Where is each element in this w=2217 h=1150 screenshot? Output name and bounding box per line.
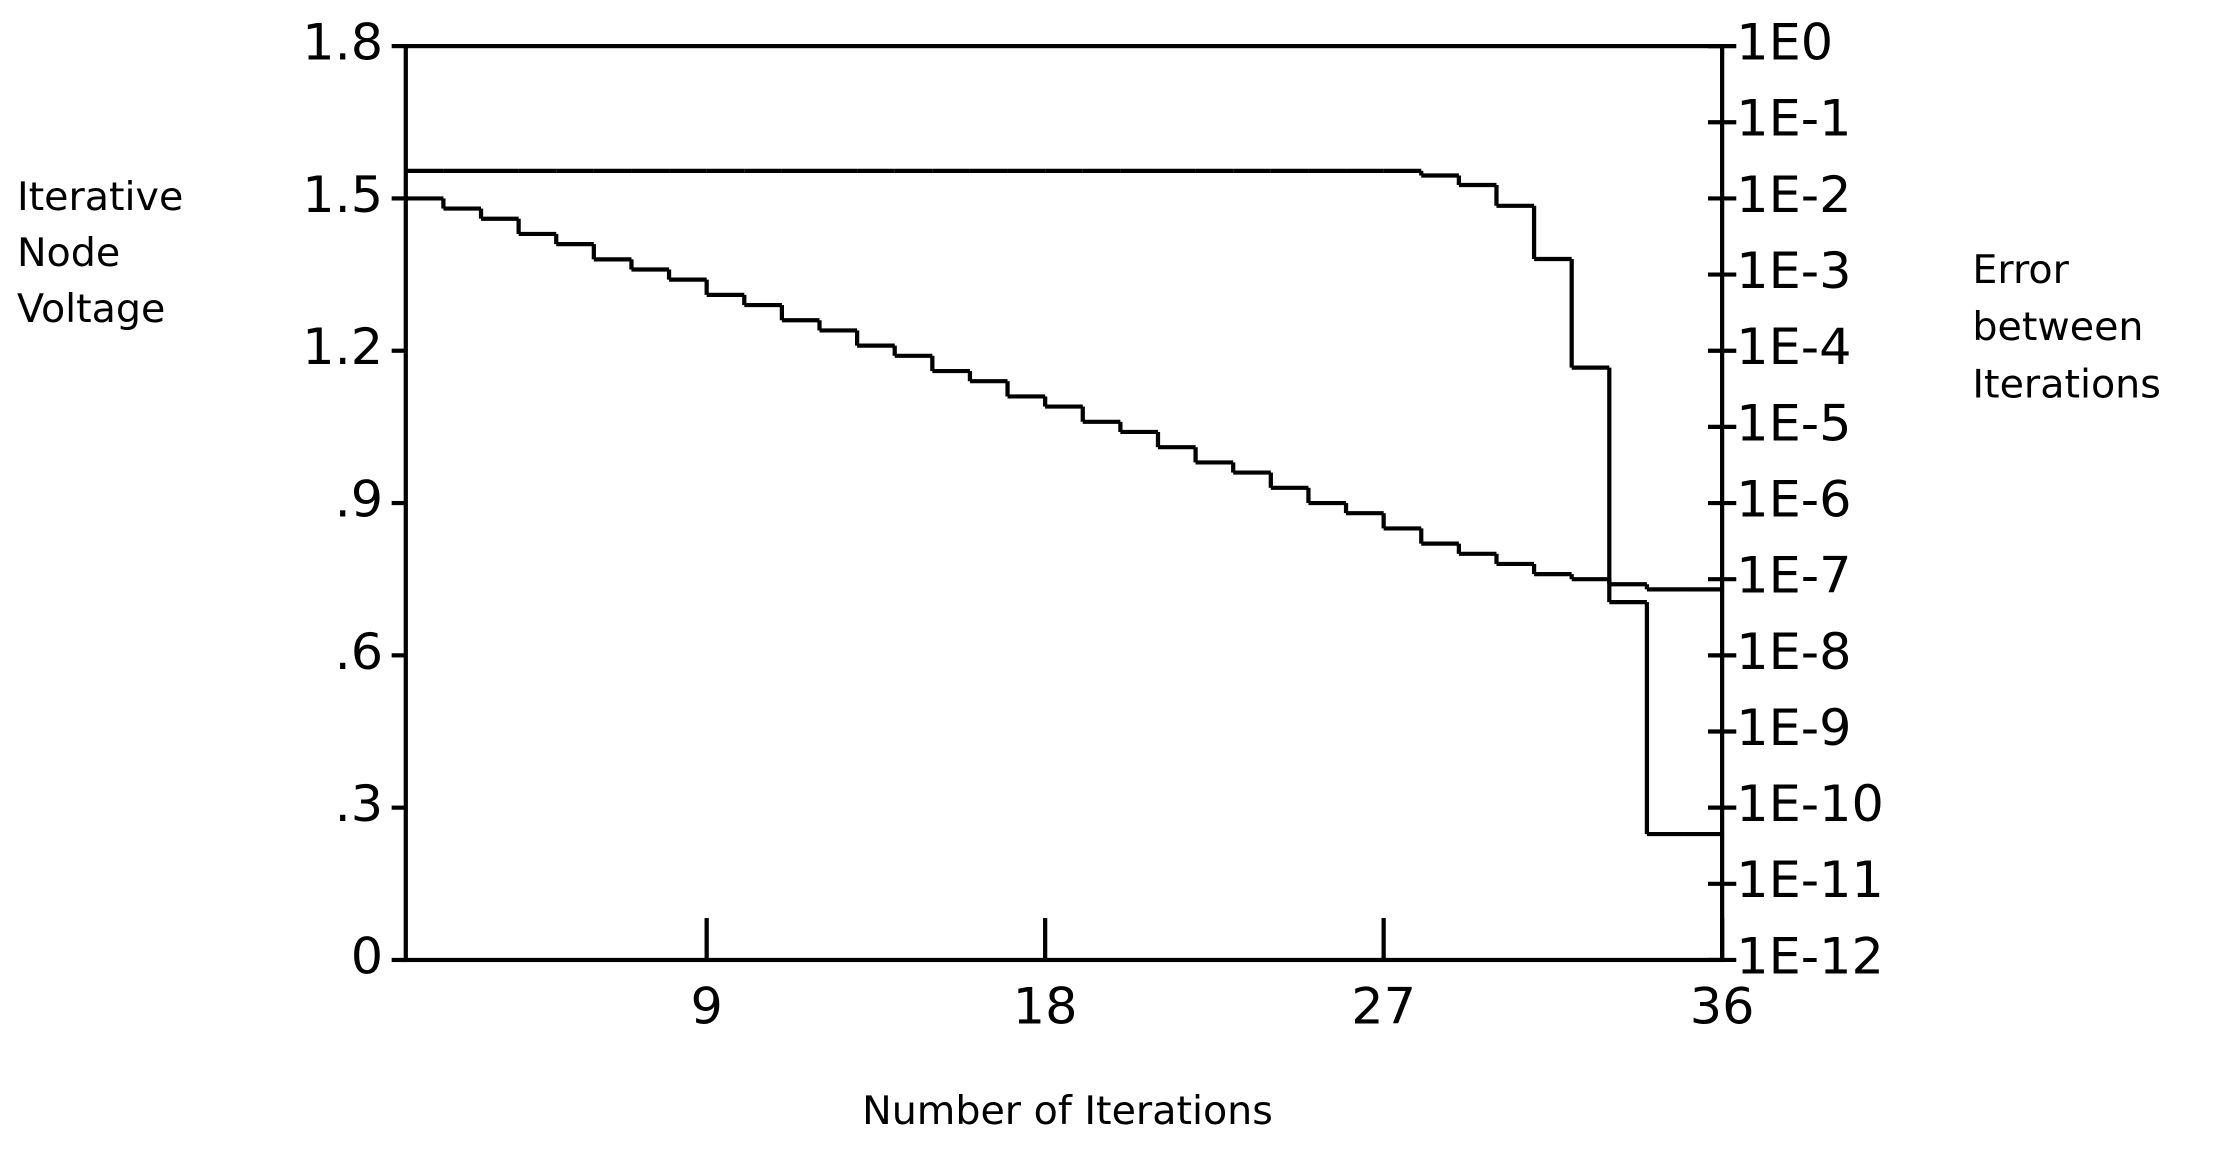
- x-tick-label: 36: [1690, 977, 1755, 1036]
- y-tick-label: 1.5: [302, 165, 383, 224]
- y-tick-label: .9: [335, 470, 384, 529]
- y2-tick-label: 1E-7: [1736, 546, 1851, 605]
- y2-tick-label: 1E-1: [1736, 89, 1851, 148]
- x-tick-label: 9: [690, 977, 722, 1036]
- y-axis-label: Voltage: [17, 286, 165, 332]
- y2-tick-label: 1E-2: [1736, 165, 1851, 224]
- x-axis-label: Number of Iterations: [862, 1088, 1273, 1134]
- y2-tick-label: 1E-3: [1736, 241, 1851, 300]
- y2-tick-label: 1E-5: [1736, 394, 1851, 453]
- y-tick-label: 1.8: [302, 13, 383, 72]
- y2-tick-label: 1E-11: [1736, 851, 1884, 910]
- plot-frame: [403, 44, 1725, 963]
- y2-tick-label: 1E-10: [1736, 774, 1884, 833]
- y2-axis-label: Error: [1972, 247, 2069, 293]
- y-tick-label: .6: [335, 622, 384, 681]
- y-tick-label: 0: [351, 927, 383, 986]
- y-axis-label: Iterative: [17, 174, 183, 220]
- y2-axis-label: between: [1972, 304, 2143, 350]
- x-tick-label: 27: [1351, 977, 1416, 1036]
- y-axis-label: Node: [17, 230, 120, 276]
- x-tick-label: 18: [1013, 977, 1078, 1036]
- y2-tick-label: 1E0: [1736, 13, 1833, 72]
- y2-tick-label: 1E-9: [1736, 698, 1851, 757]
- y2-tick-label: 1E-6: [1736, 470, 1851, 529]
- y2-tick-label: 1E-8: [1736, 622, 1851, 681]
- y-tick-label: .3: [335, 774, 384, 833]
- y2-axis-label: Iterations: [1972, 362, 2160, 408]
- y2-tick-label: 1E-4: [1736, 317, 1851, 376]
- y2-tick-label: 1E-12: [1736, 927, 1884, 986]
- y-tick-label: 1.2: [302, 317, 383, 376]
